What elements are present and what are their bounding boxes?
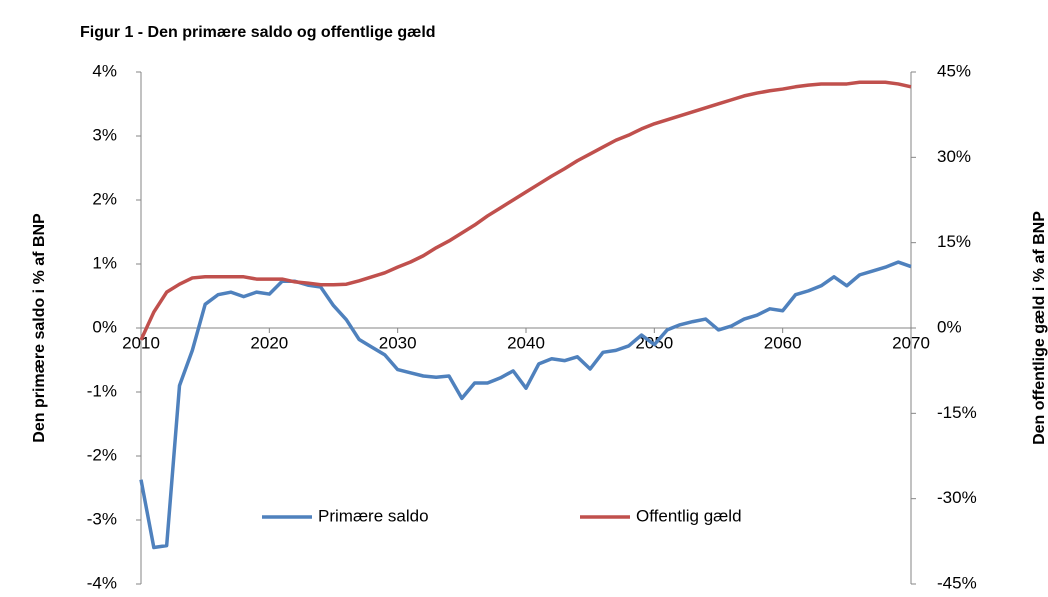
x-tick-label: 2070 (892, 333, 930, 352)
y-tick-label: -1% (87, 381, 117, 400)
legend-label: Offentlig gæld (636, 506, 742, 525)
y-tick-label: 0% (92, 317, 117, 336)
x-tick-label: 2030 (379, 333, 417, 352)
series-line (139, 80, 912, 341)
y-tick-label: -2% (87, 445, 117, 464)
x-tick-label: 2060 (764, 333, 802, 352)
x-tick-label: 2040 (507, 333, 545, 352)
series-line (139, 260, 912, 550)
y2-tick-label: -45% (937, 573, 977, 592)
y-tick-label: 3% (92, 125, 117, 144)
legend-label: Primære saldo (318, 506, 429, 525)
x-tick-label: 2020 (250, 333, 288, 352)
y-tick-label: 4% (92, 61, 117, 80)
y2-tick-label: -30% (937, 488, 977, 507)
y2-tick-label: 45% (937, 61, 971, 80)
y2-tick-label: 15% (937, 232, 971, 251)
y2-tick-label: 0% (937, 317, 962, 336)
y-tick-label: -4% (87, 573, 117, 592)
y2-tick-label: -15% (937, 403, 977, 422)
chart-title: Figur 1 - Den primære saldo og offentlig… (80, 24, 436, 41)
y-axis-label: Den primære saldo i % af BNP (31, 213, 48, 443)
y-tick-label: -3% (87, 509, 117, 528)
y-tick-label: 1% (92, 253, 117, 272)
x-tick-label: 2010 (122, 333, 160, 352)
y-tick-label: 2% (92, 189, 117, 208)
y2-axis-label: Den offentlige gæld i % af BNP (1031, 211, 1048, 445)
y2-tick-label: 30% (937, 147, 971, 166)
